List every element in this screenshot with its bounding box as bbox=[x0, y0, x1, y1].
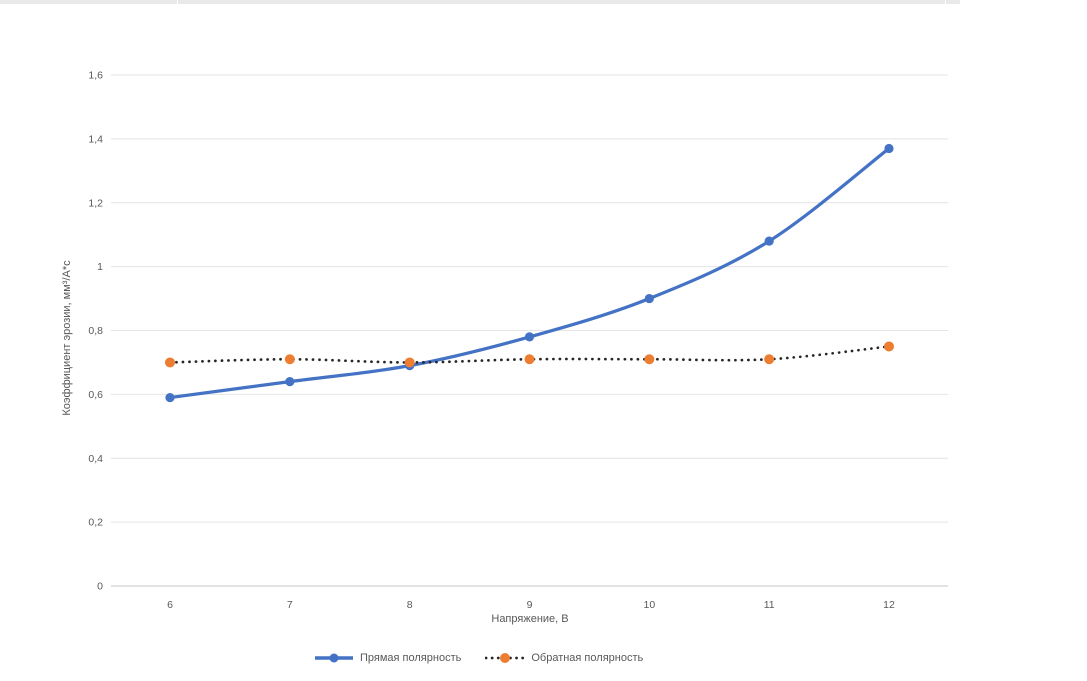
y-tick-label: 1,4 bbox=[88, 133, 103, 145]
y-tick-label: 0,6 bbox=[88, 389, 103, 401]
legend-label-direct-polarity: Прямая полярность bbox=[360, 652, 462, 664]
legend-swatch-graphic bbox=[315, 653, 353, 663]
data-point-marker-s0-x11 bbox=[764, 236, 774, 246]
data-point-marker-s0-x9 bbox=[524, 332, 535, 342]
x-tick-label: 10 bbox=[643, 599, 655, 611]
data-point-marker-s0-x6 bbox=[165, 392, 175, 403]
chart-legend: Прямая полярность Обратная полярность bbox=[314, 652, 643, 664]
window-top-edge-divider bbox=[177, 0, 178, 4]
y-tick-label: 0,8 bbox=[88, 325, 103, 337]
x-tick-label: 8 bbox=[407, 599, 413, 611]
data-point-marker-s0-x7 bbox=[285, 377, 295, 387]
y-tick-label: 1 bbox=[97, 261, 103, 273]
data-point-marker-s1-x8 bbox=[404, 357, 415, 368]
legend-label-reverse-polarity: Обратная полярность bbox=[531, 652, 644, 664]
legend-swatch-graphic bbox=[485, 653, 526, 663]
x-tick-label: 11 bbox=[764, 599, 775, 611]
data-point-marker-s0-x12 bbox=[884, 143, 894, 154]
data-point-marker-s1-x6 bbox=[165, 357, 175, 368]
solid-line-marker-icon bbox=[314, 652, 354, 664]
y-tick-label: 0,2 bbox=[88, 517, 103, 529]
x-axis-title: Напряжение, В bbox=[491, 613, 569, 625]
x-tick-label: 12 bbox=[883, 599, 895, 611]
legend-marker-sample bbox=[500, 653, 511, 663]
data-point-marker-s1-x11 bbox=[764, 354, 775, 365]
legend-marker-sample bbox=[329, 653, 339, 663]
x-tick-label: 7 bbox=[287, 599, 293, 611]
data-point-marker-s1-x10 bbox=[644, 354, 655, 365]
window-top-edge-divider bbox=[945, 0, 946, 4]
y-tick-label: 0,4 bbox=[88, 453, 103, 465]
y-tick-label: 1,2 bbox=[88, 197, 103, 209]
dotted-line-marker-icon bbox=[485, 652, 526, 664]
data-point-marker-s1-x9 bbox=[524, 354, 535, 365]
window-top-edge bbox=[0, 0, 960, 4]
data-point-marker-s1-x12 bbox=[884, 341, 894, 352]
y-tick-label: 0 bbox=[97, 581, 103, 593]
legend-item-direct-polarity: Прямая полярность bbox=[314, 652, 461, 664]
data-point-marker-s1-x7 bbox=[284, 354, 295, 365]
x-tick-label: 9 bbox=[527, 599, 533, 611]
y-tick-label: 1,6 bbox=[88, 70, 103, 82]
legend-item-reverse-polarity: Обратная полярность bbox=[485, 652, 643, 664]
y-axis-title: Коэффициент эрозии, мм³/А*с bbox=[61, 260, 73, 416]
data-point-marker-s0-x10 bbox=[644, 293, 654, 304]
x-tick-label: 6 bbox=[167, 599, 173, 611]
